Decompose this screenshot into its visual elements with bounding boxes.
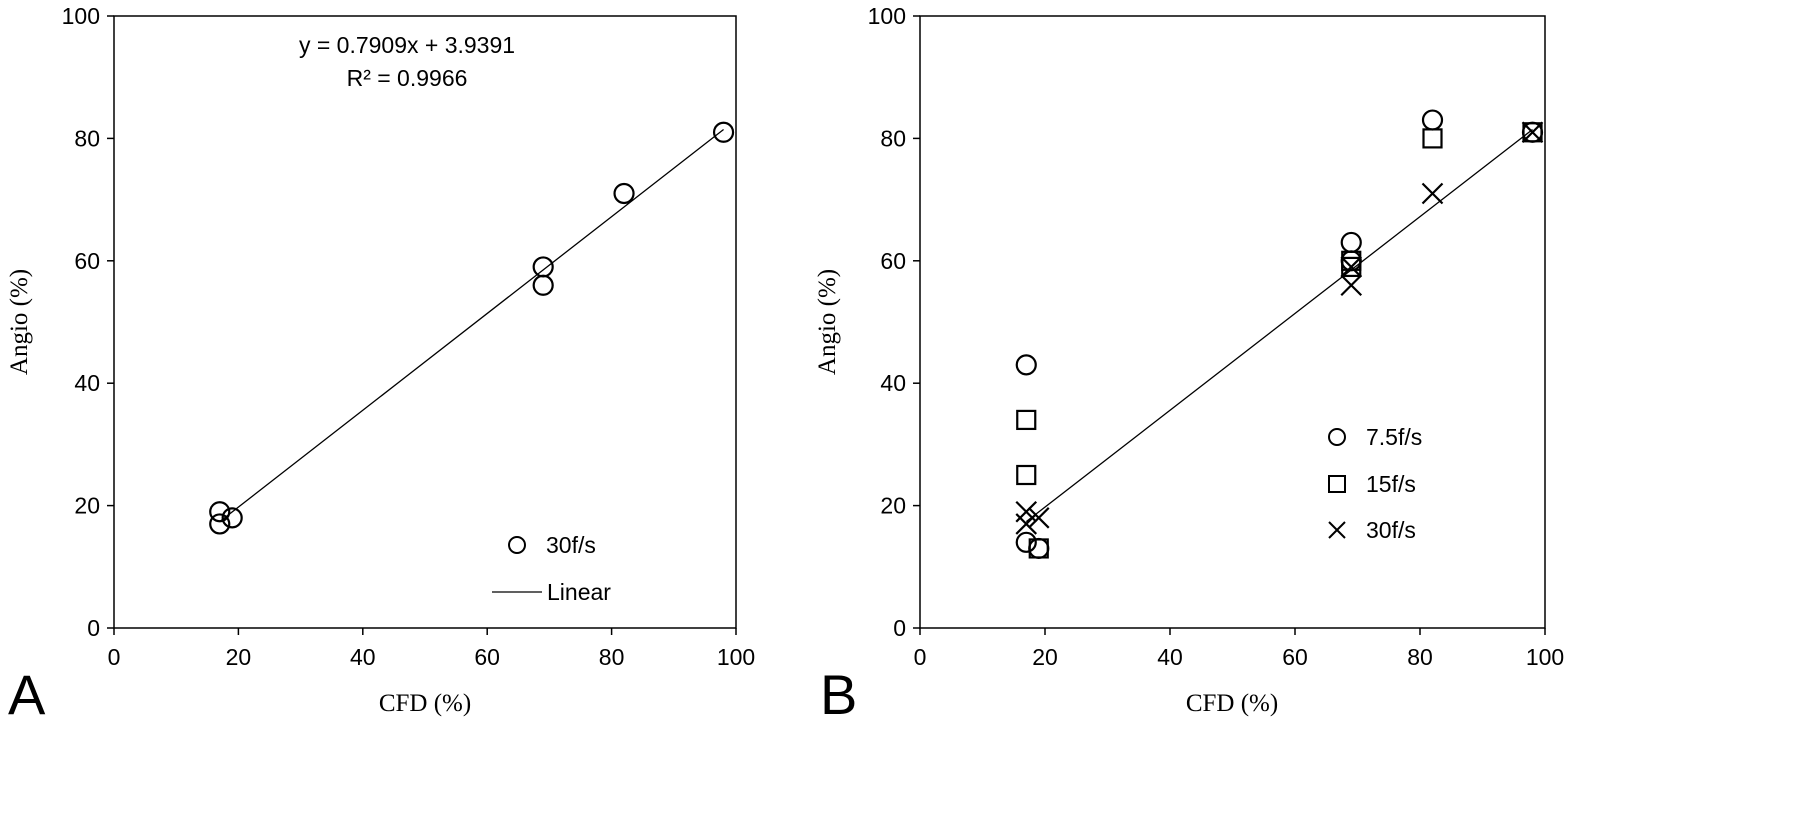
data-point-square: [1422, 128, 1443, 149]
legend-label-15fs: 15f/s: [1366, 471, 1416, 497]
trendline-r-squared: R² = 0.9966: [347, 65, 468, 91]
x-tick-label: 0: [914, 644, 927, 670]
data-point-circle: [209, 513, 231, 535]
panel-a: 0 20 40 60 80 100 0 20 40 60 80 100 y = 0.7909x + 3…: [6, 3, 755, 726]
data-point-x: [1521, 121, 1544, 144]
trendline: [1025, 129, 1533, 523]
data-points-b: [1015, 109, 1544, 560]
panel-label-b: B: [820, 663, 857, 726]
data-point-square: [1016, 464, 1037, 486]
axis-ticks-a: 0 20 40 60 80 100 0 20 40 60 80 100: [62, 3, 756, 670]
legend-label-30fs: 30f/s: [1366, 517, 1416, 543]
legend-a: 30f/s Linear: [492, 532, 611, 605]
y-axis-title-b: Angio (%): [814, 269, 841, 375]
x-tick-label: 40: [350, 644, 376, 670]
trendline-equation: y = 0.7909x + 3.9391: [299, 32, 515, 58]
x-tick-label: 20: [226, 644, 252, 670]
data-point-square: [1016, 409, 1037, 431]
data-point-circle: [532, 274, 554, 296]
data-point-circle: [1015, 531, 1037, 553]
data-point-square: [1522, 122, 1543, 143]
y-tick-label: 40: [880, 370, 906, 396]
data-point-square: [1028, 538, 1049, 559]
y-tick-label: 80: [880, 125, 906, 151]
legend-marker-square: [1328, 475, 1346, 493]
x-axis-title-b: CFD (%): [1186, 690, 1278, 717]
trendline-b: [1025, 129, 1533, 523]
data-point-x: [1027, 507, 1050, 529]
x-tick-label: 20: [1032, 644, 1058, 670]
plot-area-a: [113, 15, 737, 629]
data-point-circle: [1421, 109, 1444, 131]
y-tick-label: 80: [74, 125, 100, 151]
data-point-circle: [712, 121, 735, 143]
x-tick-label: 80: [599, 644, 625, 670]
x-tick-label: 100: [1526, 644, 1564, 670]
legend-b: 7.5f/s 15f/s 30f/s: [1328, 424, 1422, 543]
axis-ticks-b: 0 20 40 60 80 100 0 20 40 60 80 100: [868, 3, 1565, 670]
x-tick-label: 80: [1407, 644, 1433, 670]
y-tick-label: 60: [880, 248, 906, 274]
data-point-square: [1341, 256, 1362, 278]
legend-label-30fs: 30f/s: [546, 532, 596, 558]
panel-b: 0 20 40 60 80 100 0 20 40 60 80 100 7.5f/s 15f/s 30…: [814, 3, 1564, 726]
y-tick-label: 60: [74, 248, 100, 274]
y-tick-label: 20: [880, 493, 906, 519]
data-point-circle: [221, 507, 243, 529]
x-tick-label: 60: [1282, 644, 1308, 670]
legend-label-7-5fs: 7.5f/s: [1366, 424, 1422, 450]
legend-marker-circle: [1328, 428, 1346, 446]
y-tick-label: 100: [62, 3, 100, 29]
data-point-x: [1340, 256, 1363, 278]
trendline-a: [219, 129, 724, 523]
data-point-x: [1421, 182, 1444, 205]
plot-area-b: [919, 15, 1546, 629]
legend-marker-x: [1328, 521, 1346, 539]
data-points-a: [209, 121, 735, 535]
x-tick-label: 0: [108, 644, 121, 670]
legend-label-linear: Linear: [547, 579, 611, 605]
legend-marker-circle: [508, 536, 526, 554]
y-tick-label: 0: [87, 615, 100, 641]
data-point-circle: [613, 182, 635, 205]
data-point-x: [1015, 513, 1038, 535]
y-tick-label: 0: [893, 615, 906, 641]
data-point-x: [1340, 274, 1363, 297]
y-axis-title-a: Angio (%): [6, 269, 33, 375]
data-point-circle: [532, 256, 554, 278]
x-axis-title-a: CFD (%): [379, 690, 471, 717]
data-point-circle: [209, 501, 231, 523]
panel-label-a: A: [8, 663, 46, 726]
trendline: [219, 129, 724, 523]
data-point-circle: [1340, 231, 1362, 254]
x-tick-label: 40: [1157, 644, 1183, 670]
x-tick-label: 100: [717, 644, 755, 670]
y-tick-label: 100: [868, 3, 906, 29]
y-tick-label: 40: [74, 370, 100, 396]
data-point-circle: [1015, 354, 1037, 376]
x-tick-label: 60: [474, 644, 500, 670]
y-tick-label: 20: [74, 493, 100, 519]
